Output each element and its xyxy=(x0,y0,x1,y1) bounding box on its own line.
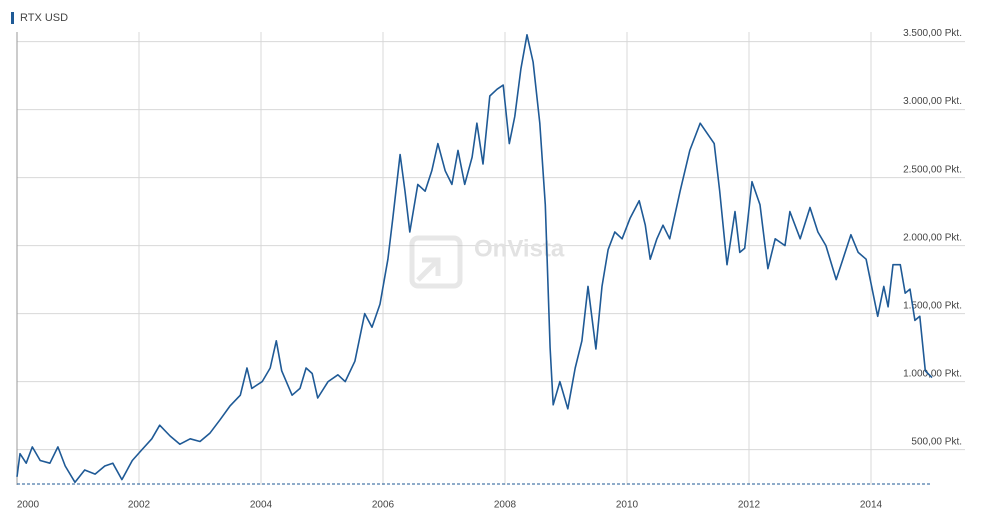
x-tick-label: 2000 xyxy=(17,500,40,511)
y-tick-label: 1.000,00 Pkt. xyxy=(903,368,962,379)
y-tick-label: 3.500,00 Pkt. xyxy=(903,28,962,39)
y-tick-label: 2.000,00 Pkt. xyxy=(903,232,962,243)
x-tick-label: 2008 xyxy=(494,500,517,511)
watermark-icon xyxy=(409,235,463,289)
x-tick-label: 2002 xyxy=(128,500,151,511)
y-tick-label: 2.500,00 Pkt. xyxy=(903,164,962,175)
x-tick-label: 2012 xyxy=(738,500,761,511)
price-line xyxy=(16,34,933,484)
x-tick-label: 2010 xyxy=(616,500,639,511)
watermark: OnVista xyxy=(474,235,565,262)
x-tick-label: 2004 xyxy=(250,500,273,511)
legend-label: RTX USD xyxy=(20,12,68,24)
y-tick-label: 1.500,00 Pkt. xyxy=(903,300,962,311)
x-tick-label: 2014 xyxy=(860,500,883,511)
y-tick-label: 500,00 Pkt. xyxy=(911,436,962,447)
y-tick-label: 3.000,00 Pkt. xyxy=(903,96,962,107)
x-tick-label: 2006 xyxy=(372,500,395,511)
legend-swatch xyxy=(11,12,14,24)
